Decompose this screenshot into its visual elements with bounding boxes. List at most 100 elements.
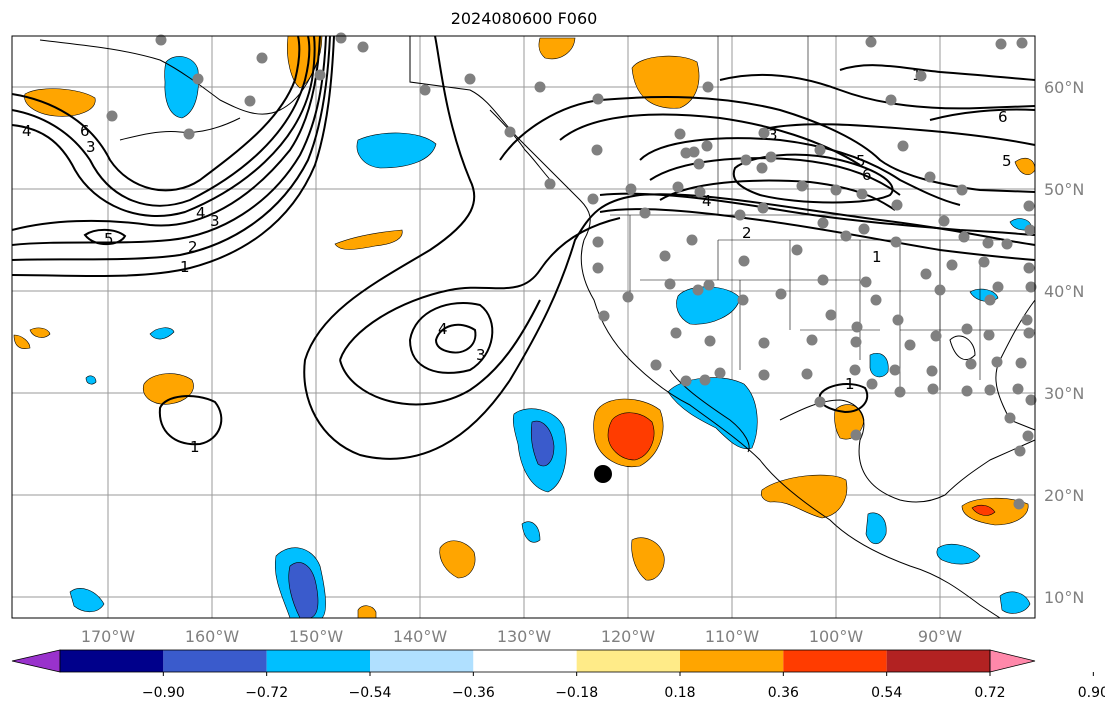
station-dot [897,140,909,152]
station-dot [1001,238,1013,250]
station-dot [598,310,610,322]
station-dot [592,262,604,274]
contour-labels: 4 6 3 4 3 2 1 5 4 3 1 3 4 6 5 2 1 1 6 1 … [22,66,1012,456]
station-dot [930,330,942,342]
station-dot [851,321,863,333]
station-dot [335,32,347,44]
station-dot [830,184,842,196]
station-dot [865,36,877,48]
colorbar-tick-label: −0.18 [555,685,598,701]
station-dot [155,34,167,46]
contour-label: 1 [180,258,190,276]
station-dot [534,81,546,93]
contour-label: 6 [998,108,1008,126]
station-dot [639,207,651,219]
colorbar-swatch [576,650,680,672]
station-dot [934,284,946,296]
station-dot [701,140,713,152]
station-dot [965,358,977,370]
contour-label: 1 [872,248,882,266]
station-dot [592,93,604,105]
contour-label: 6 [80,122,90,140]
station-dot [625,183,637,195]
station-dot [650,359,662,371]
station-dot [756,162,768,174]
station-dot [860,276,872,288]
station-dot [1023,200,1035,212]
station-dot [758,369,770,381]
station-dot [591,144,603,156]
station-dot [817,274,829,286]
station-dot [956,184,968,196]
colorbar-swatch [266,650,370,672]
station-dot [765,151,777,163]
lon-label: 160°W [185,627,240,646]
station-dot [978,256,990,268]
station-dot [1015,357,1027,369]
station-dot [791,244,803,256]
station-dot [694,186,706,198]
colorbar-max-extend [989,649,1036,673]
station-dot [1016,37,1028,49]
station-dot [183,128,195,140]
station-dot [714,367,726,379]
colorbar-tick-label: 0.90 [1078,685,1105,701]
station-dot [840,230,852,242]
station-dot [924,171,936,183]
colorbar-tick-label: −0.72 [245,685,288,701]
longitude-labels: 170°W 160°W 150°W 140°W 130°W 120°W 110°… [81,627,962,646]
station-dot [734,209,746,221]
contour-label: 5 [1002,152,1012,170]
station-dot [915,70,927,82]
lon-label: 90°W [918,627,962,646]
station-dot [889,364,901,376]
station-dot [244,95,256,107]
station-dot [850,429,862,441]
station-dot [938,215,950,227]
coastlines [39,36,1036,619]
colorbar-swatch [370,650,474,672]
station-dot [890,236,902,248]
colorbar-labels: −0.90 −0.72 −0.54 −0.36 −0.18 0.18 0.36 0.54 0.7… [142,672,1105,701]
station-dot [674,128,686,140]
station-dot [775,288,787,300]
station-dot [757,202,769,214]
station-dot [680,147,692,159]
station-dot [991,356,1003,368]
colorbar-tick-label: −0.90 [142,685,185,701]
lat-label: 10°N [1044,588,1084,607]
station-dot [504,126,516,138]
colorbar: −0.90 −0.72 −0.54 −0.36 −0.18 0.18 0.36 0.54 0.7… [11,649,1105,701]
colorbar-swatch [163,650,267,672]
lat-label: 40°N [1044,282,1084,301]
station-dot [885,94,897,106]
station-dot [946,259,958,271]
colorbar-frame [59,649,991,673]
station-dot [870,294,882,306]
station-dot [858,223,870,235]
map-title: 2024080600 F060 [450,9,598,28]
colorbar-swatch [680,650,784,672]
colorbar-min-extend [11,649,61,673]
station-dot [106,110,118,122]
station-dot [984,294,996,306]
station-dot [825,309,837,321]
contour-label: 4 [196,204,206,222]
station-dot [983,329,995,341]
station-dot [686,234,698,246]
lon-label: 120°W [601,627,656,646]
station-dot [1025,281,1037,293]
lat-label: 20°N [1044,486,1084,505]
station-dot [1004,412,1016,424]
colorbar-tick-label: 0.36 [768,685,799,701]
station-dot [814,396,826,408]
station-dot [256,52,268,64]
station-dot [670,327,682,339]
station-dot [192,73,204,85]
colorbar-swatch [473,650,577,672]
station-dot [817,217,829,229]
station-dot [814,144,826,156]
storm-center-marker [594,465,612,483]
colorbar-tick-label: 0.54 [871,685,902,701]
